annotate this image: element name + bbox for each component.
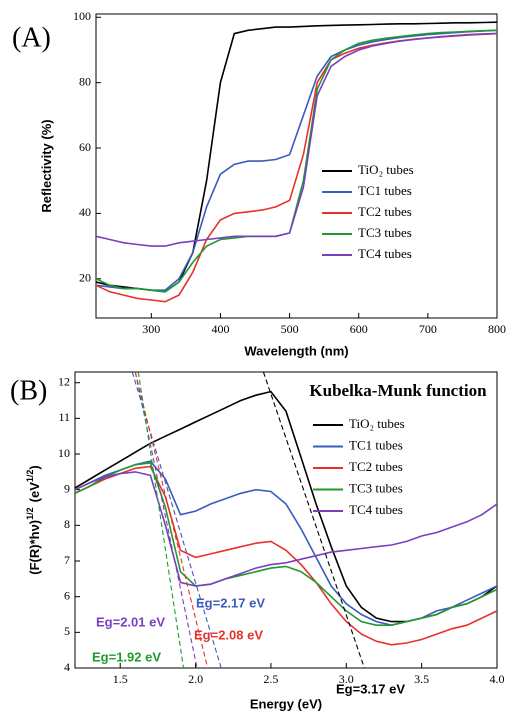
legend-label: TC1 tubes bbox=[358, 183, 412, 198]
legend-label: TC3 tubes bbox=[349, 480, 403, 495]
annotation: Eg=2.01 eV bbox=[96, 614, 165, 629]
y-tick-label: 10 bbox=[58, 446, 70, 460]
legend-label: TiO₂ tubes bbox=[358, 162, 414, 177]
y-tick-label: 11 bbox=[58, 410, 70, 424]
series-line bbox=[75, 390, 497, 623]
series-line bbox=[75, 471, 497, 587]
series-line bbox=[96, 32, 497, 247]
y-tick-label: 6 bbox=[64, 588, 70, 602]
x-tick-label: 600 bbox=[350, 322, 368, 336]
y-tick-label: 9 bbox=[64, 481, 70, 495]
legend-label: TC4 tubes bbox=[358, 246, 412, 261]
y-axis-label-part: 1/2 bbox=[25, 470, 35, 483]
y-tick-label: 12 bbox=[58, 374, 70, 388]
x-tick-label: 300 bbox=[142, 322, 160, 336]
series-line bbox=[75, 462, 497, 626]
legend-label: TC2 tubes bbox=[349, 459, 403, 474]
y-axis-label: (F(R)*hν)1/2(eV1/2) bbox=[25, 465, 42, 575]
y-tick-label: 8 bbox=[64, 517, 70, 531]
y-axis-label: Reflectivity (%) bbox=[39, 119, 54, 212]
x-tick-label: 4.0 bbox=[490, 672, 505, 686]
y-tick-label: 4 bbox=[64, 660, 70, 674]
y-tick-label: 20 bbox=[79, 271, 91, 285]
y-tick-label: 100 bbox=[73, 9, 91, 23]
series-line bbox=[96, 29, 497, 293]
y-tick-label: 5 bbox=[64, 624, 70, 638]
legend-label: TiO₂ tubes bbox=[349, 416, 405, 431]
y-tick-label: 7 bbox=[64, 553, 70, 567]
y-axis-label-part: Reflectivity (%) bbox=[39, 119, 54, 212]
x-axis-label: Wavelength (nm) bbox=[244, 343, 348, 358]
panel: (A) 300 400 500 600 700 800 20 40 60 80 100 TiO₂ tub… bbox=[12, 9, 506, 358]
x-tick-label: 400 bbox=[211, 322, 229, 336]
annotation: Eg=3.17 eV bbox=[336, 681, 405, 696]
x-tick-label: 2.5 bbox=[263, 672, 278, 686]
tangent-line bbox=[134, 372, 209, 668]
series-line bbox=[75, 465, 497, 646]
y-axis-label-part: ) bbox=[27, 465, 42, 469]
x-tick-label: 3.0 bbox=[339, 672, 354, 686]
panel: (B) 1.5 2.0 2.5 3.0 3.5 4.0 4 5 6 7 8 9 10 11 12 TiO₂ tu… bbox=[10, 371, 505, 711]
panel-label: (A) bbox=[12, 22, 51, 53]
plot-frame bbox=[74, 371, 498, 669]
x-tick-label: 3.5 bbox=[414, 672, 429, 686]
y-axis-label-part: 1/2 bbox=[25, 507, 35, 520]
series-line bbox=[96, 29, 497, 291]
x-axis-label: Energy (eV) bbox=[250, 696, 322, 711]
x-tick-label: 700 bbox=[419, 322, 437, 336]
annotation: Eg=1.92 eV bbox=[92, 649, 161, 664]
series-line bbox=[96, 32, 497, 303]
x-tick-label: 500 bbox=[281, 322, 299, 336]
legend-label: TC2 tubes bbox=[358, 204, 412, 219]
legend-label: TC1 tubes bbox=[349, 437, 403, 452]
x-tick-label: 2.0 bbox=[188, 672, 203, 686]
plot-frame bbox=[95, 13, 498, 319]
annotation: Eg=2.08 eV bbox=[194, 627, 263, 642]
tangent-line bbox=[137, 372, 185, 668]
legend-label: TC3 tubes bbox=[358, 225, 412, 240]
annotation: Eg=2.17 eV bbox=[196, 595, 265, 610]
tangent-line bbox=[262, 372, 365, 668]
y-tick-label: 80 bbox=[79, 74, 91, 88]
y-axis-label-part: (eV bbox=[27, 482, 42, 503]
y-tick-label: 60 bbox=[79, 140, 91, 154]
panel-label: (B) bbox=[10, 375, 47, 406]
series-line bbox=[75, 460, 497, 627]
x-tick-label: 800 bbox=[488, 322, 506, 336]
series-line bbox=[96, 21, 497, 293]
y-axis-label-part: (F(R)*hν) bbox=[27, 520, 42, 575]
chart-title: Kubelka-Munk function bbox=[309, 381, 487, 400]
x-tick-label: 1.5 bbox=[113, 672, 128, 686]
legend-label: TC4 tubes bbox=[349, 502, 403, 517]
y-tick-label: 40 bbox=[79, 205, 91, 219]
